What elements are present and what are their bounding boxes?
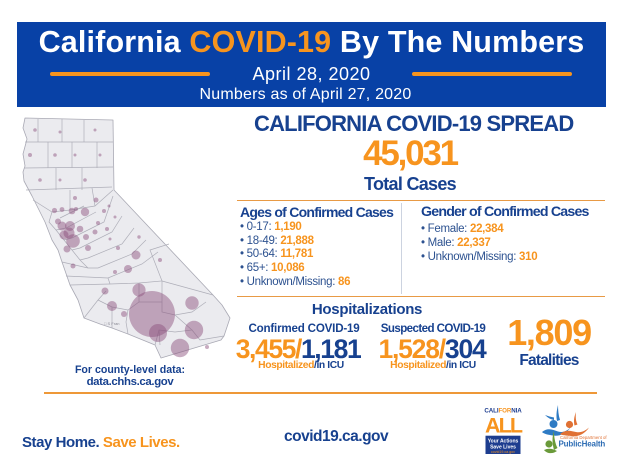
svg-text:□ S Fran: □ S Fran: [104, 321, 120, 326]
svg-text:Save Lives: Save Lives: [490, 444, 516, 450]
svg-text:Your Actions: Your Actions: [488, 439, 519, 445]
svg-text:covid19.ca.gov: covid19.ca.gov: [491, 450, 515, 454]
svg-text:PublicHealth: PublicHealth: [559, 440, 606, 449]
svg-text:ALL: ALL: [485, 414, 523, 438]
svg-text:CALIFORNIA: CALIFORNIA: [484, 408, 522, 415]
svg-text:California Department of: California Department of: [560, 435, 607, 440]
